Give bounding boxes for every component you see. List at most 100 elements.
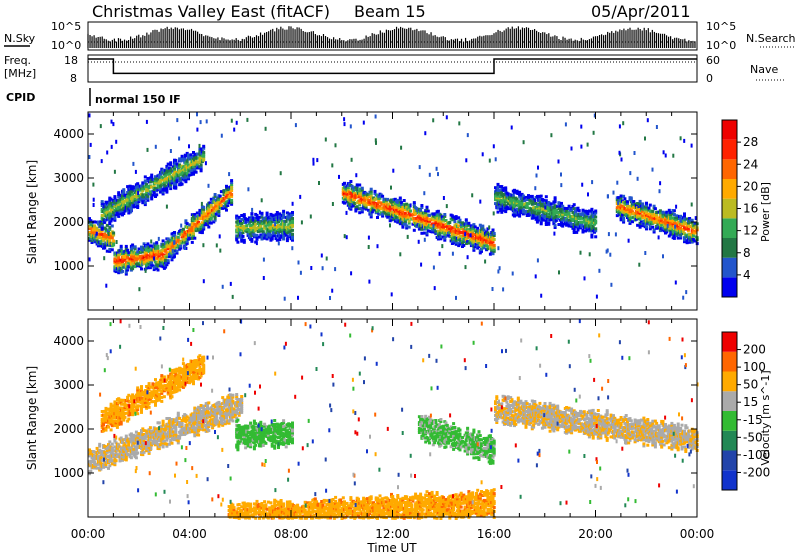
noise-cell <box>595 294 598 299</box>
range-cell <box>132 205 136 209</box>
range-cell <box>113 195 117 199</box>
range-cell <box>688 217 692 220</box>
range-cell <box>241 231 245 234</box>
range-cell <box>157 445 161 449</box>
range-cell <box>291 222 294 226</box>
range-cell <box>553 204 557 208</box>
colorbar-tick-label: 12 <box>743 224 758 238</box>
range-cell <box>164 178 168 182</box>
range-cell <box>439 213 443 217</box>
range-cell <box>691 234 695 237</box>
range-cell <box>155 193 159 197</box>
range-cell <box>180 182 184 186</box>
range-cell <box>570 209 574 212</box>
range-cell <box>629 196 633 200</box>
noise-cell <box>537 165 539 170</box>
noise-cell <box>417 239 420 244</box>
freq-label: Freq. <box>4 54 31 67</box>
range-cell <box>518 190 522 194</box>
range-cell <box>133 247 137 251</box>
range-cell <box>108 249 112 253</box>
range-cell <box>396 198 400 202</box>
range-cell <box>129 456 133 460</box>
range-cell <box>392 212 396 215</box>
noise-cell <box>442 196 445 200</box>
y-tick-label: 1000 <box>53 259 84 273</box>
range-cell <box>103 207 107 210</box>
range-cell <box>284 219 288 223</box>
range-cell <box>126 248 130 252</box>
range-cell <box>285 239 289 243</box>
range-cell <box>669 228 673 232</box>
range-cell <box>355 205 359 209</box>
range-cell <box>217 210 221 213</box>
noise-cell <box>355 173 358 178</box>
range-cell <box>665 210 669 214</box>
range-cell <box>619 216 623 220</box>
range-cell <box>482 246 486 250</box>
range-cell <box>515 197 519 201</box>
range-cell <box>402 214 406 218</box>
range-cell <box>282 211 286 215</box>
range-cell <box>686 227 690 231</box>
range-cell <box>535 218 539 222</box>
range-cell <box>688 234 692 238</box>
range-cell <box>212 198 216 202</box>
noise-cell <box>291 201 294 206</box>
range-cell <box>131 243 135 247</box>
range-cell <box>169 183 173 187</box>
colorbar-tick-label: 4 <box>743 268 751 282</box>
range-cell <box>277 226 280 229</box>
range-cell <box>683 240 686 244</box>
range-cell <box>174 170 178 174</box>
range-cell <box>376 216 379 219</box>
noise-cell <box>349 124 352 129</box>
range-cell <box>89 223 93 227</box>
colorbar-segment <box>722 139 737 160</box>
range-cell <box>174 182 178 186</box>
range-cell <box>146 244 150 248</box>
range-cell <box>147 186 151 190</box>
range-cell <box>542 198 546 202</box>
range-cell <box>202 215 206 219</box>
range-cell <box>169 163 173 167</box>
range-cell <box>364 205 368 209</box>
range-cell <box>157 187 161 191</box>
range-cell <box>126 447 130 450</box>
range-cell <box>109 457 113 461</box>
range-cell <box>454 232 458 236</box>
range-cell <box>442 223 445 227</box>
range-cell <box>145 183 149 187</box>
noise-cell <box>534 274 537 279</box>
range-cell <box>142 199 146 203</box>
range-cell <box>434 220 438 224</box>
range-cell <box>184 178 188 182</box>
noise-cell <box>593 113 596 118</box>
noise-cell <box>466 133 469 138</box>
range-cell <box>519 211 523 215</box>
range-cell <box>170 238 174 242</box>
range-cell <box>415 224 419 228</box>
range-cell <box>175 180 179 184</box>
range-cell <box>176 237 180 241</box>
range-cell <box>363 200 367 204</box>
range-cell <box>650 220 654 224</box>
range-cell <box>223 206 227 210</box>
range-cell <box>464 242 468 245</box>
range-cell <box>221 206 225 210</box>
range-cell <box>249 235 253 239</box>
nsearch-label: N.Search <box>746 32 796 45</box>
range-cell <box>439 231 443 235</box>
range-cell <box>387 212 391 216</box>
range-cell <box>102 236 105 240</box>
range-cell <box>381 214 385 218</box>
noise-cell <box>598 268 601 273</box>
range-cell <box>439 221 443 225</box>
range-cell <box>364 195 368 199</box>
range-cell <box>669 222 673 226</box>
range-cell <box>679 226 683 230</box>
range-cell <box>544 221 548 224</box>
range-cell <box>275 212 279 216</box>
range-cell <box>458 220 462 224</box>
range-cell <box>685 241 689 245</box>
